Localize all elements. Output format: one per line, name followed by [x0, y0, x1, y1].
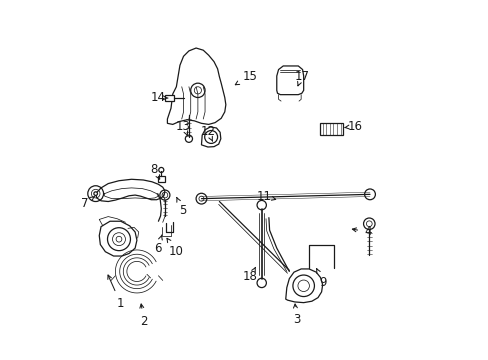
Text: 14: 14 [150, 91, 168, 104]
Polygon shape [167, 48, 225, 125]
Text: 17: 17 [294, 69, 309, 86]
Text: 5: 5 [176, 197, 186, 217]
Text: 10: 10 [166, 238, 183, 258]
Polygon shape [201, 127, 221, 147]
Text: 12: 12 [200, 125, 215, 141]
Text: 18: 18 [243, 267, 258, 283]
Text: 8: 8 [150, 163, 160, 179]
FancyBboxPatch shape [164, 95, 174, 101]
FancyBboxPatch shape [319, 123, 343, 135]
Polygon shape [276, 66, 303, 95]
Text: 11: 11 [256, 190, 275, 203]
FancyBboxPatch shape [158, 176, 164, 182]
Text: 6: 6 [154, 235, 162, 255]
Text: 9: 9 [316, 269, 326, 289]
Text: 1: 1 [108, 275, 124, 310]
Text: 7: 7 [81, 196, 95, 210]
Polygon shape [96, 179, 164, 202]
Polygon shape [285, 269, 322, 303]
Circle shape [94, 192, 97, 195]
Text: 4: 4 [352, 225, 371, 238]
Text: 15: 15 [235, 69, 257, 85]
Text: 13: 13 [176, 120, 191, 136]
Polygon shape [99, 221, 137, 256]
Text: 16: 16 [345, 120, 363, 133]
Text: 2: 2 [140, 304, 147, 328]
Text: 3: 3 [292, 304, 300, 327]
